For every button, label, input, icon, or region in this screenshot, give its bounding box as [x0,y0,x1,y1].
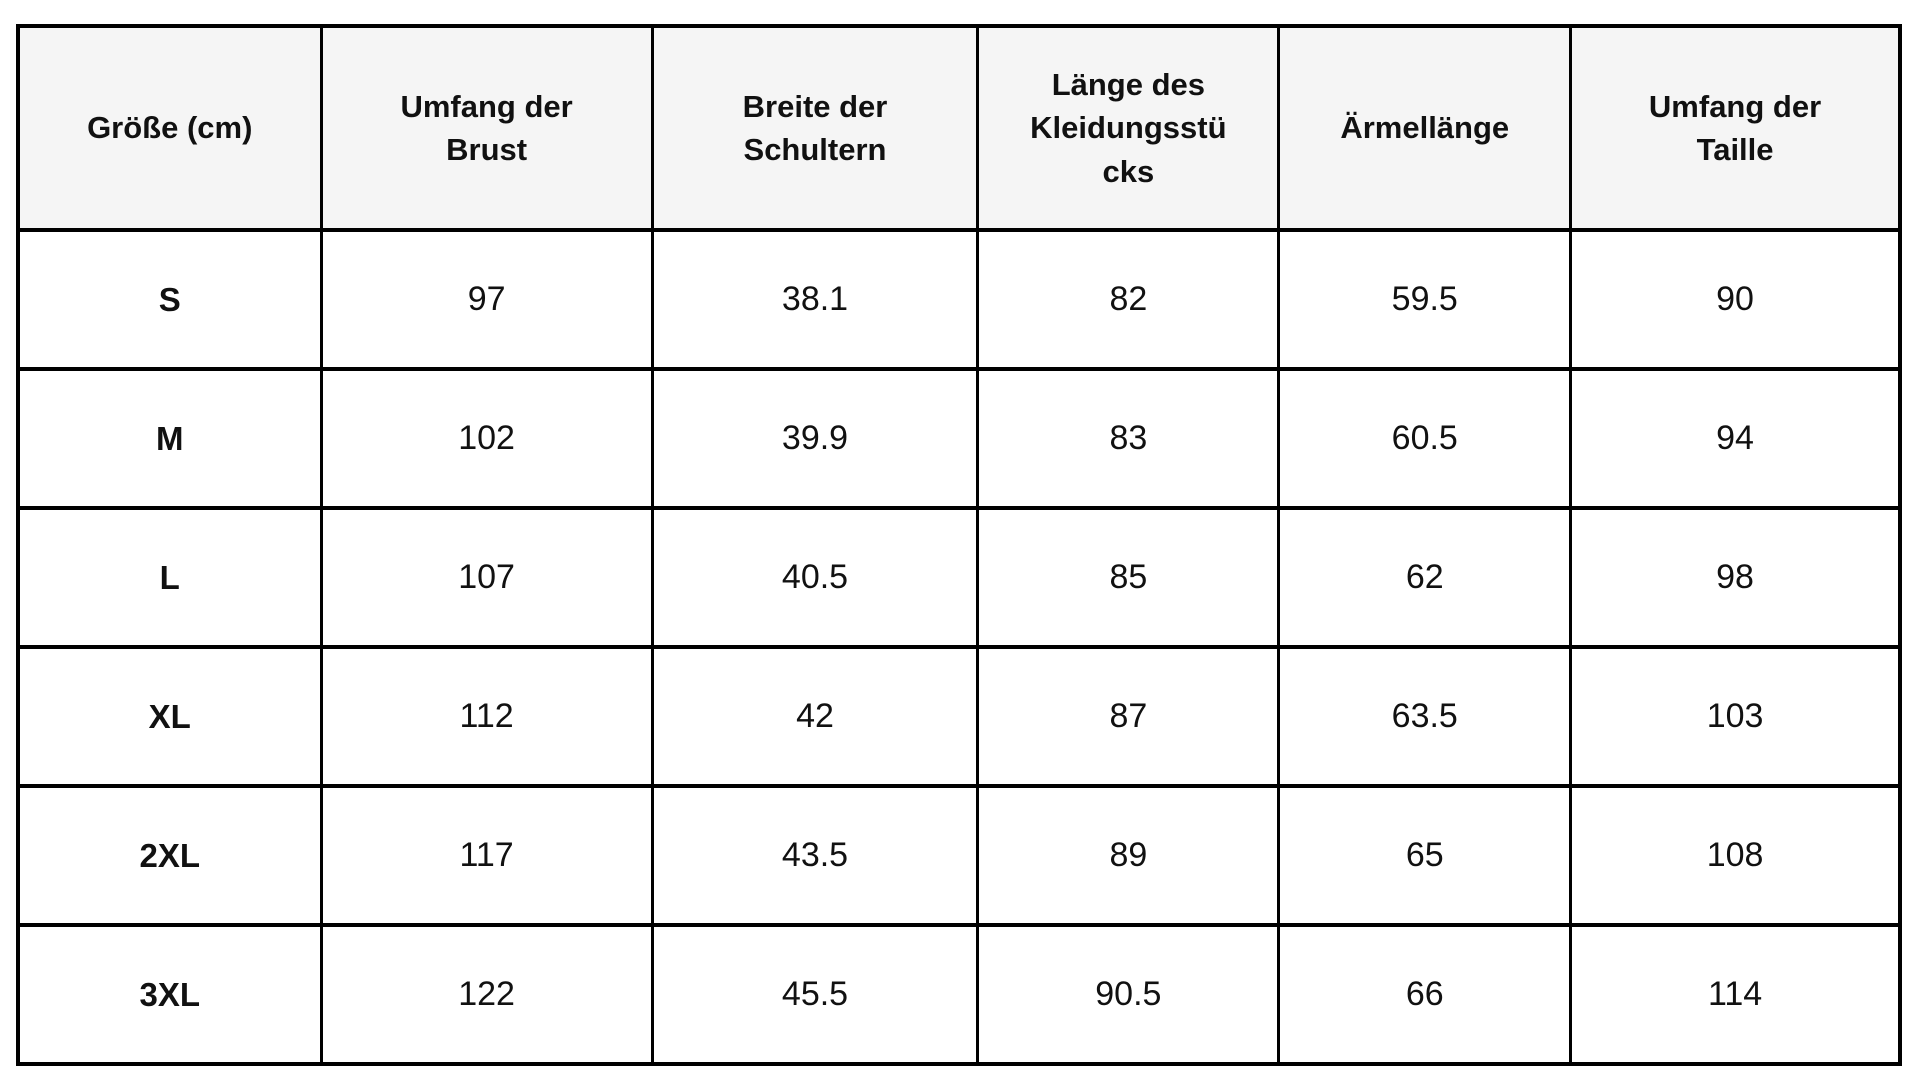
size-chart-table: Größe (cm) Umfang der Brust Breite der S… [16,24,1902,1066]
column-header-breite-schultern: Breite der Schultern [650,24,980,232]
value-cell: 108 [1569,784,1902,927]
column-header-umfang-brust: Umfang der Brust [319,24,654,232]
value-cell: 45.5 [650,923,980,1066]
table-header: Größe (cm) Umfang der Brust Breite der S… [16,24,1902,232]
size-chart-container: Größe (cm) Umfang der Brust Breite der S… [16,24,1902,1066]
value-cell: 38.1 [650,228,980,371]
size-label-cell: 2XL [16,784,323,927]
column-header-groesse: Größe (cm) [16,24,323,232]
table-row-2xl: 2XL 117 43.5 89 65 108 [16,784,1902,927]
column-header-laenge-kleidung: Länge des Kleidungsstü cks [976,24,1281,232]
size-label-cell: M [16,367,323,510]
value-cell: 82 [976,228,1281,371]
value-cell: 112 [319,645,654,788]
column-header-aermellaenge: Ärmellänge [1277,24,1573,232]
value-cell: 83 [976,367,1281,510]
table-row-xl: XL 112 42 87 63.5 103 [16,645,1902,788]
value-cell: 40.5 [650,506,980,649]
value-cell: 89 [976,784,1281,927]
table-row-m: M 102 39.9 83 60.5 94 [16,367,1902,510]
value-cell: 59.5 [1277,228,1573,371]
table-row-l: L 107 40.5 85 62 98 [16,506,1902,649]
value-cell: 90.5 [976,923,1281,1066]
size-label-cell: 3XL [16,923,323,1066]
size-label-cell: L [16,506,323,649]
value-cell: 63.5 [1277,645,1573,788]
table-row-3xl: 3XL 122 45.5 90.5 66 114 [16,923,1902,1066]
value-cell: 103 [1569,645,1902,788]
value-cell: 117 [319,784,654,927]
value-cell: 90 [1569,228,1902,371]
value-cell: 39.9 [650,367,980,510]
value-cell: 62 [1277,506,1573,649]
value-cell: 102 [319,367,654,510]
value-cell: 43.5 [650,784,980,927]
value-cell: 98 [1569,506,1902,649]
value-cell: 85 [976,506,1281,649]
table-body: S 97 38.1 82 59.5 90 M 102 39.9 83 60.5 … [16,228,1902,1066]
value-cell: 97 [319,228,654,371]
value-cell: 94 [1569,367,1902,510]
value-cell: 87 [976,645,1281,788]
table-row-s: S 97 38.1 82 59.5 90 [16,228,1902,371]
size-label-cell: S [16,228,323,371]
value-cell: 60.5 [1277,367,1573,510]
value-cell: 114 [1569,923,1902,1066]
value-cell: 42 [650,645,980,788]
header-row: Größe (cm) Umfang der Brust Breite der S… [16,24,1902,232]
value-cell: 65 [1277,784,1573,927]
value-cell: 122 [319,923,654,1066]
value-cell: 66 [1277,923,1573,1066]
size-label-cell: XL [16,645,323,788]
column-header-umfang-taille: Umfang der Taille [1569,24,1902,232]
value-cell: 107 [319,506,654,649]
